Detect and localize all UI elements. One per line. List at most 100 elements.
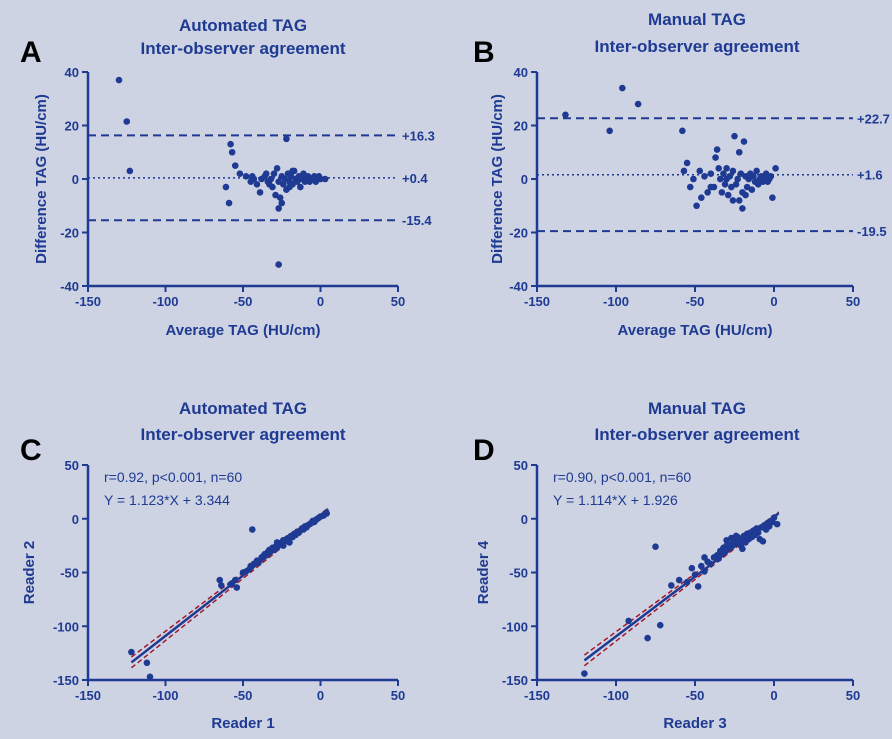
- panel-b-data-point: [753, 167, 760, 175]
- panel-c-data-point: [233, 584, 241, 591]
- panel-b-data-point: [683, 159, 691, 167]
- panel-b-data-point: [726, 173, 734, 180]
- panel-b-data-point: [716, 175, 724, 183]
- panel-d-data-point: [698, 562, 705, 570]
- panel-d-data-point: [770, 514, 778, 521]
- panel-a-x-axis-label: Average TAG (HU/cm): [165, 322, 320, 339]
- panel-b-x-axis-label: Average TAG (HU/cm): [617, 322, 772, 339]
- panel-a-data-point: [267, 175, 275, 183]
- panel-c-x-tick-label: 0: [317, 688, 324, 703]
- panel-b-data-point: [729, 197, 737, 204]
- panel-c-y-tick-label: 0: [72, 512, 79, 527]
- panel-c-y-tick-label: -50: [60, 566, 79, 581]
- panel-c-data-point: [286, 539, 293, 546]
- panel-a-letter: A: [20, 36, 42, 69]
- panel-d-data-point: [754, 529, 762, 537]
- panel-c-x-tick-label: -150: [75, 688, 101, 703]
- panel-d-data-point: [707, 560, 715, 568]
- panel-b-y-axis-label: Difference TAG (HU/cm): [489, 94, 506, 264]
- panel-d-x-axis-label: Reader 3: [663, 715, 726, 732]
- panel-b-data-point: [735, 197, 743, 204]
- panel-d-data-point: [691, 571, 699, 578]
- panel-d-data-point: [732, 532, 740, 540]
- panel-b-data-point: [750, 173, 757, 180]
- panel-a-x-tick-label: 50: [391, 294, 405, 309]
- panel-a-data-point: [289, 167, 296, 175]
- panel-a-y-tick-label: 20: [65, 119, 79, 134]
- panel-b-reference-label: +22.7: [857, 111, 890, 126]
- panel-d-x-tick-label: 50: [846, 688, 860, 703]
- panel-d-y-tick-label: -150: [502, 673, 528, 688]
- panel-c-letter: C: [20, 434, 42, 467]
- panel-a-data-point: [123, 118, 131, 125]
- panel-b-data-point: [742, 191, 749, 199]
- panel-c-x-tick-label: -50: [234, 688, 253, 703]
- panel-d-data-point: [668, 582, 675, 589]
- panel-d-y-tick-label: 50: [514, 458, 528, 473]
- panel-b-x-tick-label: -100: [603, 294, 629, 309]
- panel-a-reference-label: +16.3: [402, 128, 435, 143]
- panel-a-title-line-2: Inter-observer agreement: [140, 39, 345, 58]
- panel-a-x-tick-label: -100: [152, 294, 178, 309]
- panel-c: Automated TAG Inter-observer agreement C -1…: [20, 399, 405, 732]
- panel-b-data-point: [693, 202, 700, 210]
- panel-d-data-point: [581, 670, 588, 677]
- panel-a-data-point: [126, 167, 134, 175]
- panel-b-data-point: [712, 154, 719, 161]
- panel-b-data-point: [707, 183, 715, 191]
- panel-b-data-point: [732, 181, 740, 188]
- panel-b-data-point: [729, 167, 737, 175]
- panel-a-x-tick-label: 0: [317, 294, 324, 309]
- panel-b-data-point: [735, 148, 743, 156]
- panel-a-data-point: [262, 170, 270, 177]
- panel-b-data-point: [696, 167, 704, 175]
- panel-c-data-point: [146, 673, 154, 681]
- panel-b-data-point: [720, 170, 727, 177]
- panel-b-data-point: [748, 186, 756, 193]
- panel-b-data-point: [721, 181, 729, 188]
- panel-d-ci-lower: [583, 513, 780, 667]
- panel-a-data-point: [256, 189, 264, 196]
- panel-a-data-point: [273, 165, 281, 172]
- panel-a-x-tick-label: -50: [234, 294, 253, 309]
- panel-a-data-point: [222, 183, 230, 191]
- panel-b-data-point: [734, 175, 741, 183]
- panel-a-data-point: [242, 173, 250, 180]
- panel-c-data-point: [255, 559, 262, 567]
- panel-a-y-tick-label: -20: [60, 226, 79, 241]
- panel-c-y-axis-label: Reader 2: [21, 541, 38, 604]
- panel-a-data-point: [283, 135, 290, 143]
- panel-b-data-point: [634, 100, 642, 108]
- panel-a-data-point: [115, 76, 123, 84]
- panel-c-data-point: [323, 510, 331, 517]
- panel-c-y-tick-label: -150: [53, 673, 79, 688]
- panel-d-x-tick-label: -150: [524, 688, 550, 703]
- panel-a-data-point: [286, 183, 293, 191]
- panel-b-data-point: [562, 111, 569, 119]
- panel-c-title-line-2: Inter-observer agreement: [140, 425, 345, 444]
- panel-a-x-tick-label: -150: [75, 294, 101, 309]
- panel-b-x-tick-label: -150: [524, 294, 550, 309]
- panel-d-data-point: [644, 634, 651, 642]
- panel-b-data-point: [772, 165, 779, 172]
- panel-d-data-point: [675, 576, 683, 584]
- panel-d-data-point: [773, 520, 781, 528]
- panel-b-x-tick-label: 50: [846, 294, 860, 309]
- panel-d-data-point: [759, 538, 767, 545]
- panel-c-x-tick-label: 50: [391, 688, 405, 703]
- panel-a-data-point: [276, 194, 284, 202]
- panel-b-data-point: [769, 194, 776, 202]
- panel-b-data-point: [740, 138, 748, 145]
- panel-a-data-point: [236, 170, 244, 177]
- panel-b-y-tick-label: -40: [509, 279, 528, 294]
- panel-b-data-point: [606, 127, 613, 135]
- panel-d-y-tick-label: -50: [509, 566, 528, 581]
- panel-b-y-tick-label: 20: [514, 119, 528, 134]
- panel-b-data-point: [739, 205, 746, 212]
- panel-b-data-point: [767, 173, 775, 180]
- panel-b-letter: B: [473, 36, 495, 69]
- panel-a-data-point: [278, 199, 286, 207]
- panel-c-y-tick-label: -100: [53, 619, 79, 634]
- panel-d-data-point: [694, 583, 702, 590]
